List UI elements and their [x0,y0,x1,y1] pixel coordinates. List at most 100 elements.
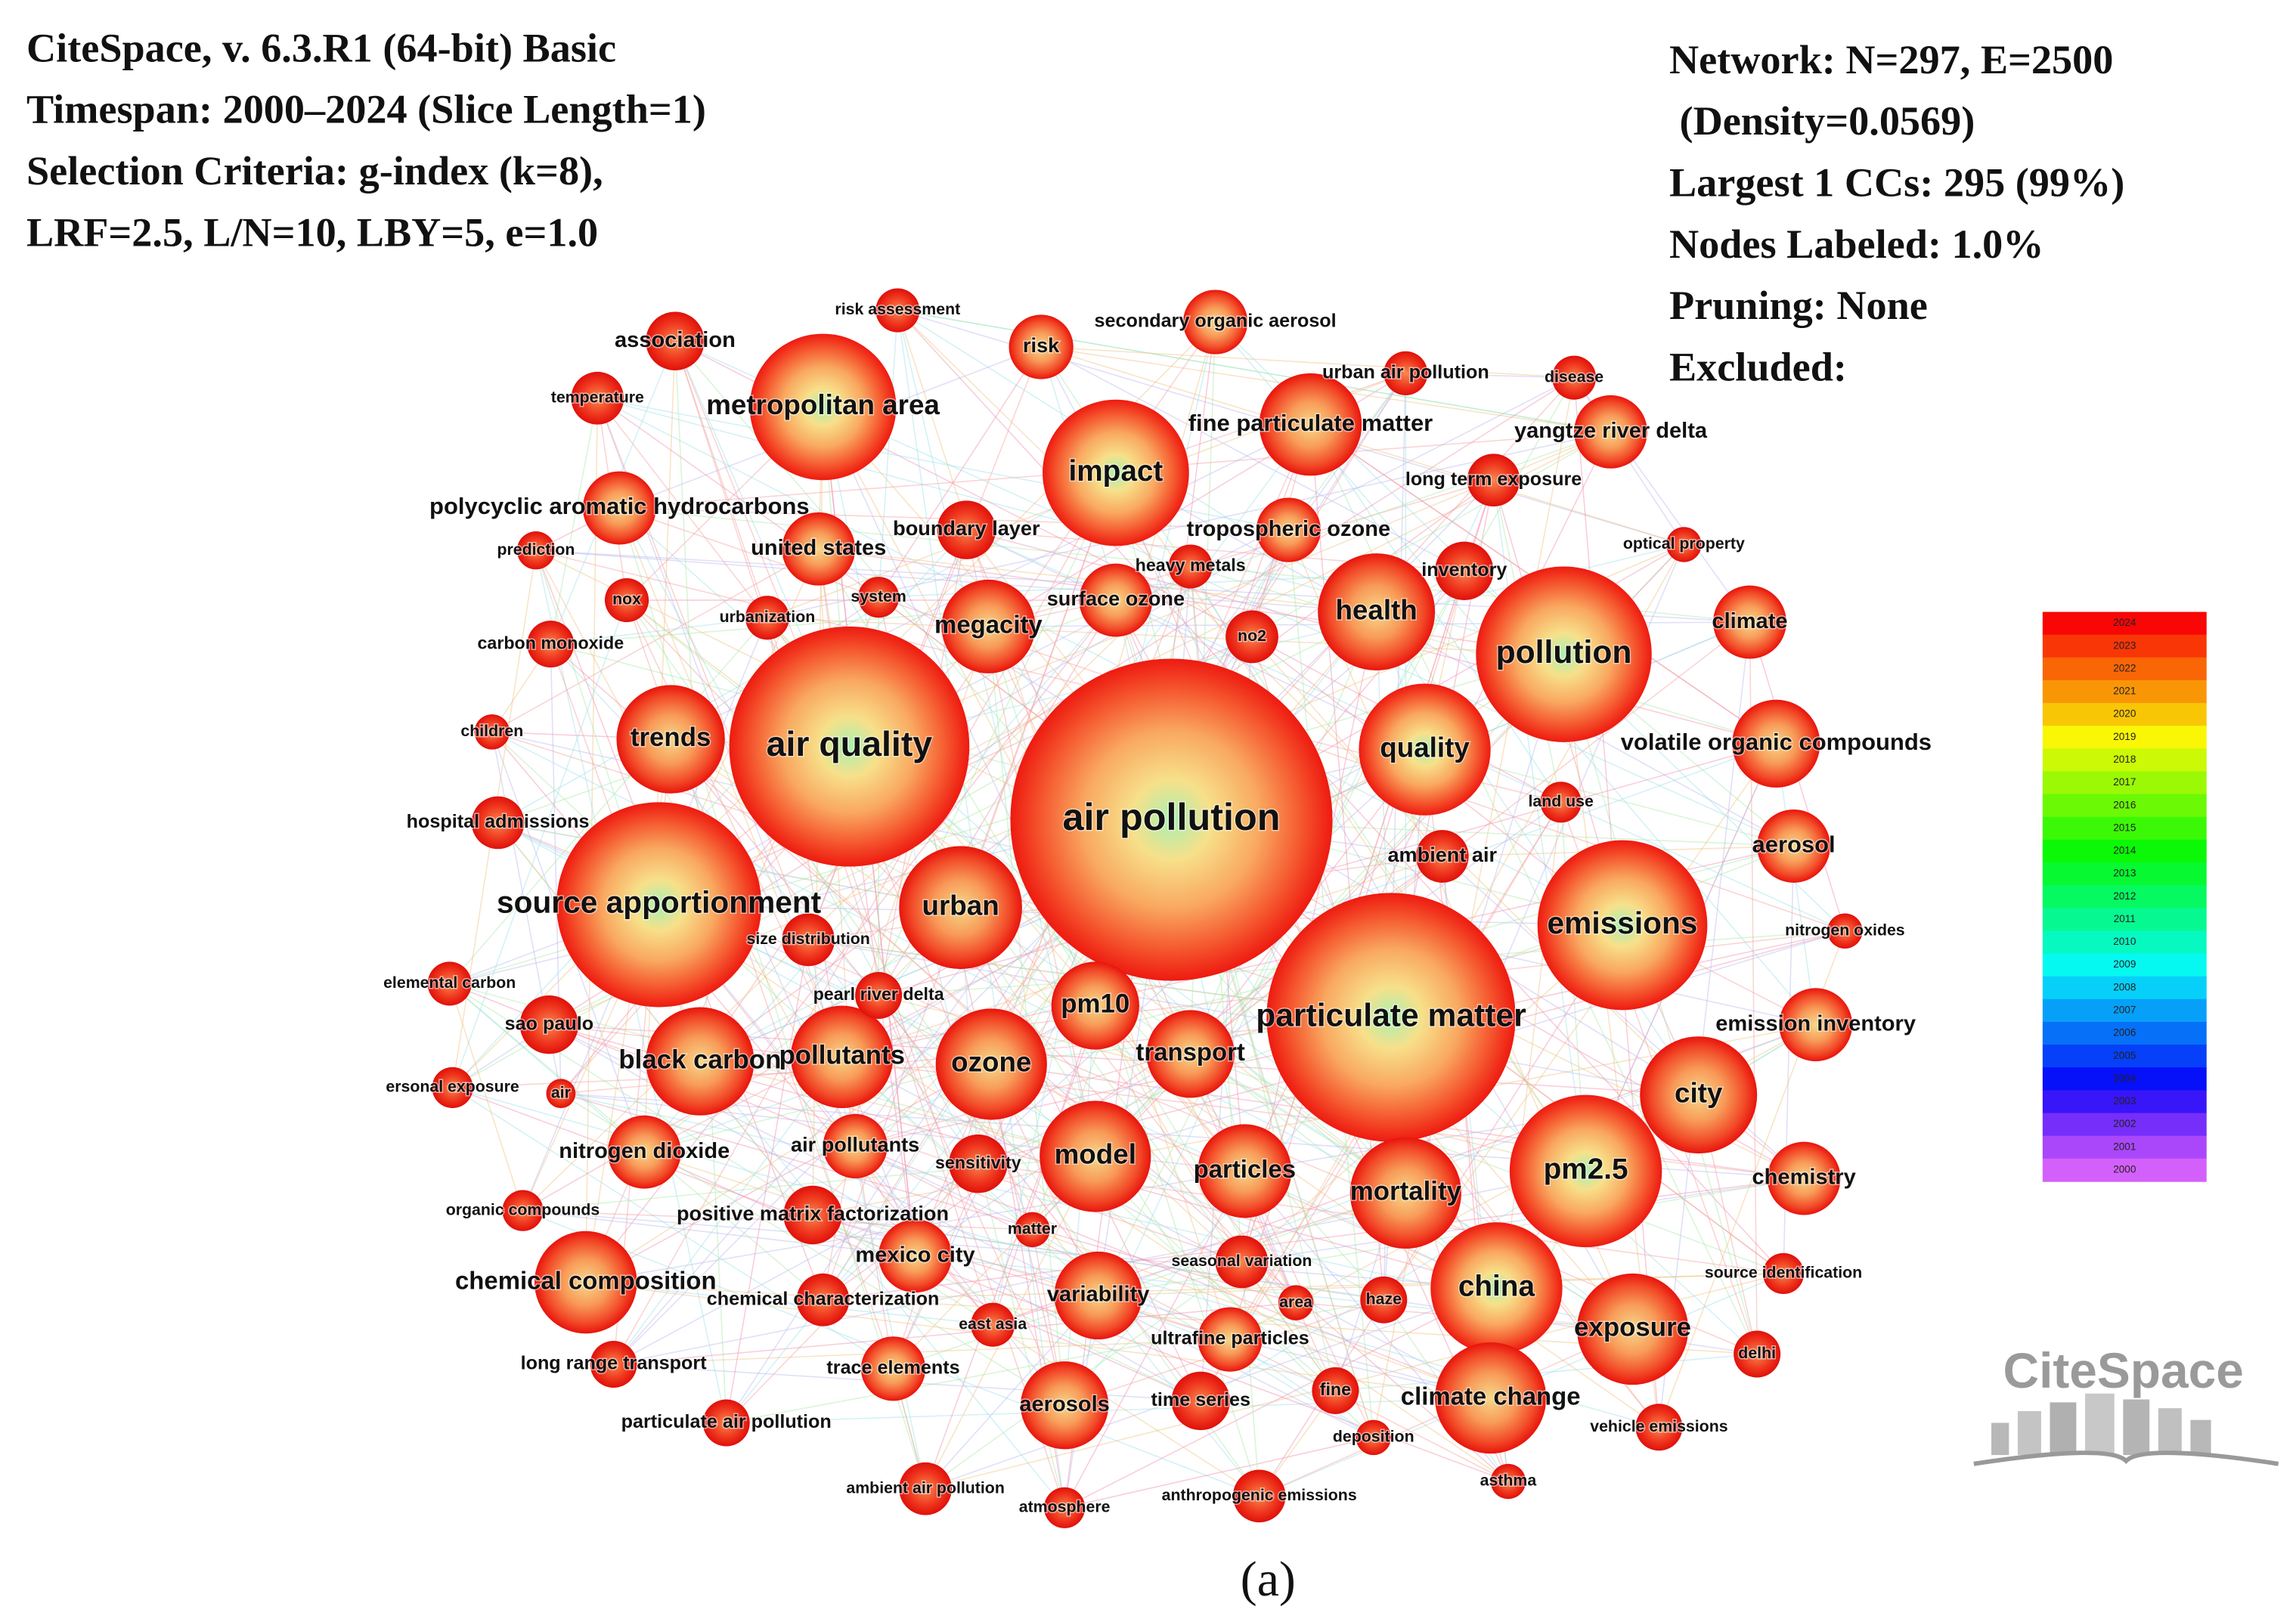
node [534,1231,637,1334]
node-label: pm10 [1061,989,1129,1019]
node-label: quality [1380,732,1470,763]
node-label: association [615,328,736,352]
year-legend: 2024 2023 2022 2021 2020 2019 2018 2017 2016 2015… [2042,611,2207,1182]
node-label: organic compounds [446,1200,600,1218]
node-label: no2 [1238,627,1266,645]
node-label: aerosols [1019,1392,1109,1416]
edge [1309,424,1562,803]
edge [841,1056,1492,1399]
node [1312,1367,1359,1414]
node [783,1185,842,1245]
edge [1040,346,1465,572]
edge [522,1209,1033,1231]
node [1467,454,1520,507]
node [546,1079,576,1109]
network-info-line: Pruning: None [1669,283,1928,328]
legend-swatch [2042,726,2207,750]
node-label: air [551,1083,571,1101]
node-label: megacity [934,611,1043,639]
node [745,596,790,640]
edge [878,995,1065,1406]
node-label: nox [612,590,641,608]
legend-swatch [2042,885,2207,909]
node-label: secondary organic aerosol [1095,311,1337,332]
node [1509,1094,1662,1248]
edge [550,617,768,645]
legend-year: 2013 [2113,868,2136,879]
network-info-line: Excluded: [1669,345,1847,390]
node-label: prediction [497,540,575,559]
logo-text: CiteSpace [2003,1342,2244,1398]
node-label: transport [1136,1038,1244,1066]
edge [1040,346,1684,546]
node [1168,544,1213,589]
node-label: long term exposure [1405,469,1582,490]
legend-swatch [2042,611,2207,636]
node [878,1219,952,1293]
node [1146,1010,1235,1098]
legend-swatch [2042,1021,2207,1045]
node [474,714,510,750]
node [427,961,472,1006]
node-label: impact [1068,455,1163,488]
edge [535,549,1377,613]
node-label: black carbon [618,1045,781,1074]
legend-year: 2022 [2113,662,2136,673]
node-label: model [1055,1139,1136,1170]
node-label: climate [1712,609,1787,633]
node [1827,913,1863,949]
node-label: metropolitan area [706,389,940,420]
node [1435,1342,1547,1454]
edge [807,939,979,1165]
node [1732,699,1820,788]
node [1640,1036,1758,1154]
legend-swatch [2042,657,2207,681]
node [1779,988,1853,1062]
node-label: united states [751,536,886,560]
node-label: delhi [1738,1344,1776,1362]
edge [726,1299,1384,1424]
legend-year: 2020 [2113,708,2136,720]
edge [1064,1287,1497,1509]
node [1232,1469,1286,1523]
node-label: trace elements [826,1357,959,1378]
header-line: Selection Criteria: g-index (k=8), [26,148,603,193]
node-label: asthma [1480,1472,1537,1490]
edge [1775,743,1817,1025]
edge [1095,1005,1243,1262]
legend-year: 2016 [2113,799,2136,810]
logo-book [1973,1450,2279,1466]
edge [966,529,1425,751]
edge [497,822,813,1215]
edge [1064,1437,1374,1509]
edge [613,1302,1297,1365]
node [1713,585,1786,659]
edge [1241,1178,1805,1263]
node-label: optical property [1623,534,1745,553]
node [604,578,649,623]
node-label: air quality [767,724,933,763]
node-label: pollution [1496,634,1632,670]
header-line: LRF=2.5, L/N=10, LBY=5, e=1.0 [26,209,598,255]
edge [726,1163,979,1424]
node [519,995,579,1054]
edge [497,822,813,1215]
node-label: ambient air pollution [846,1478,1004,1497]
node-label: mexico city [855,1243,974,1267]
edge [978,1163,1065,1508]
node-label: surface ozone [1047,587,1185,610]
node-label: air pollution [1062,795,1280,838]
logo-bar [2123,1399,2150,1456]
edge [451,529,967,1088]
node [471,796,525,850]
legend-year: 2023 [2113,639,2136,651]
node [782,512,856,586]
node [582,471,656,545]
node [1734,1330,1781,1378]
labels: air pollution air quality source apportion… [383,299,1933,1517]
edge [1041,346,1575,379]
edge [1241,480,1495,1262]
edge [522,1209,1497,1289]
legend-swatch [2042,1067,2207,1091]
node [899,1462,952,1515]
